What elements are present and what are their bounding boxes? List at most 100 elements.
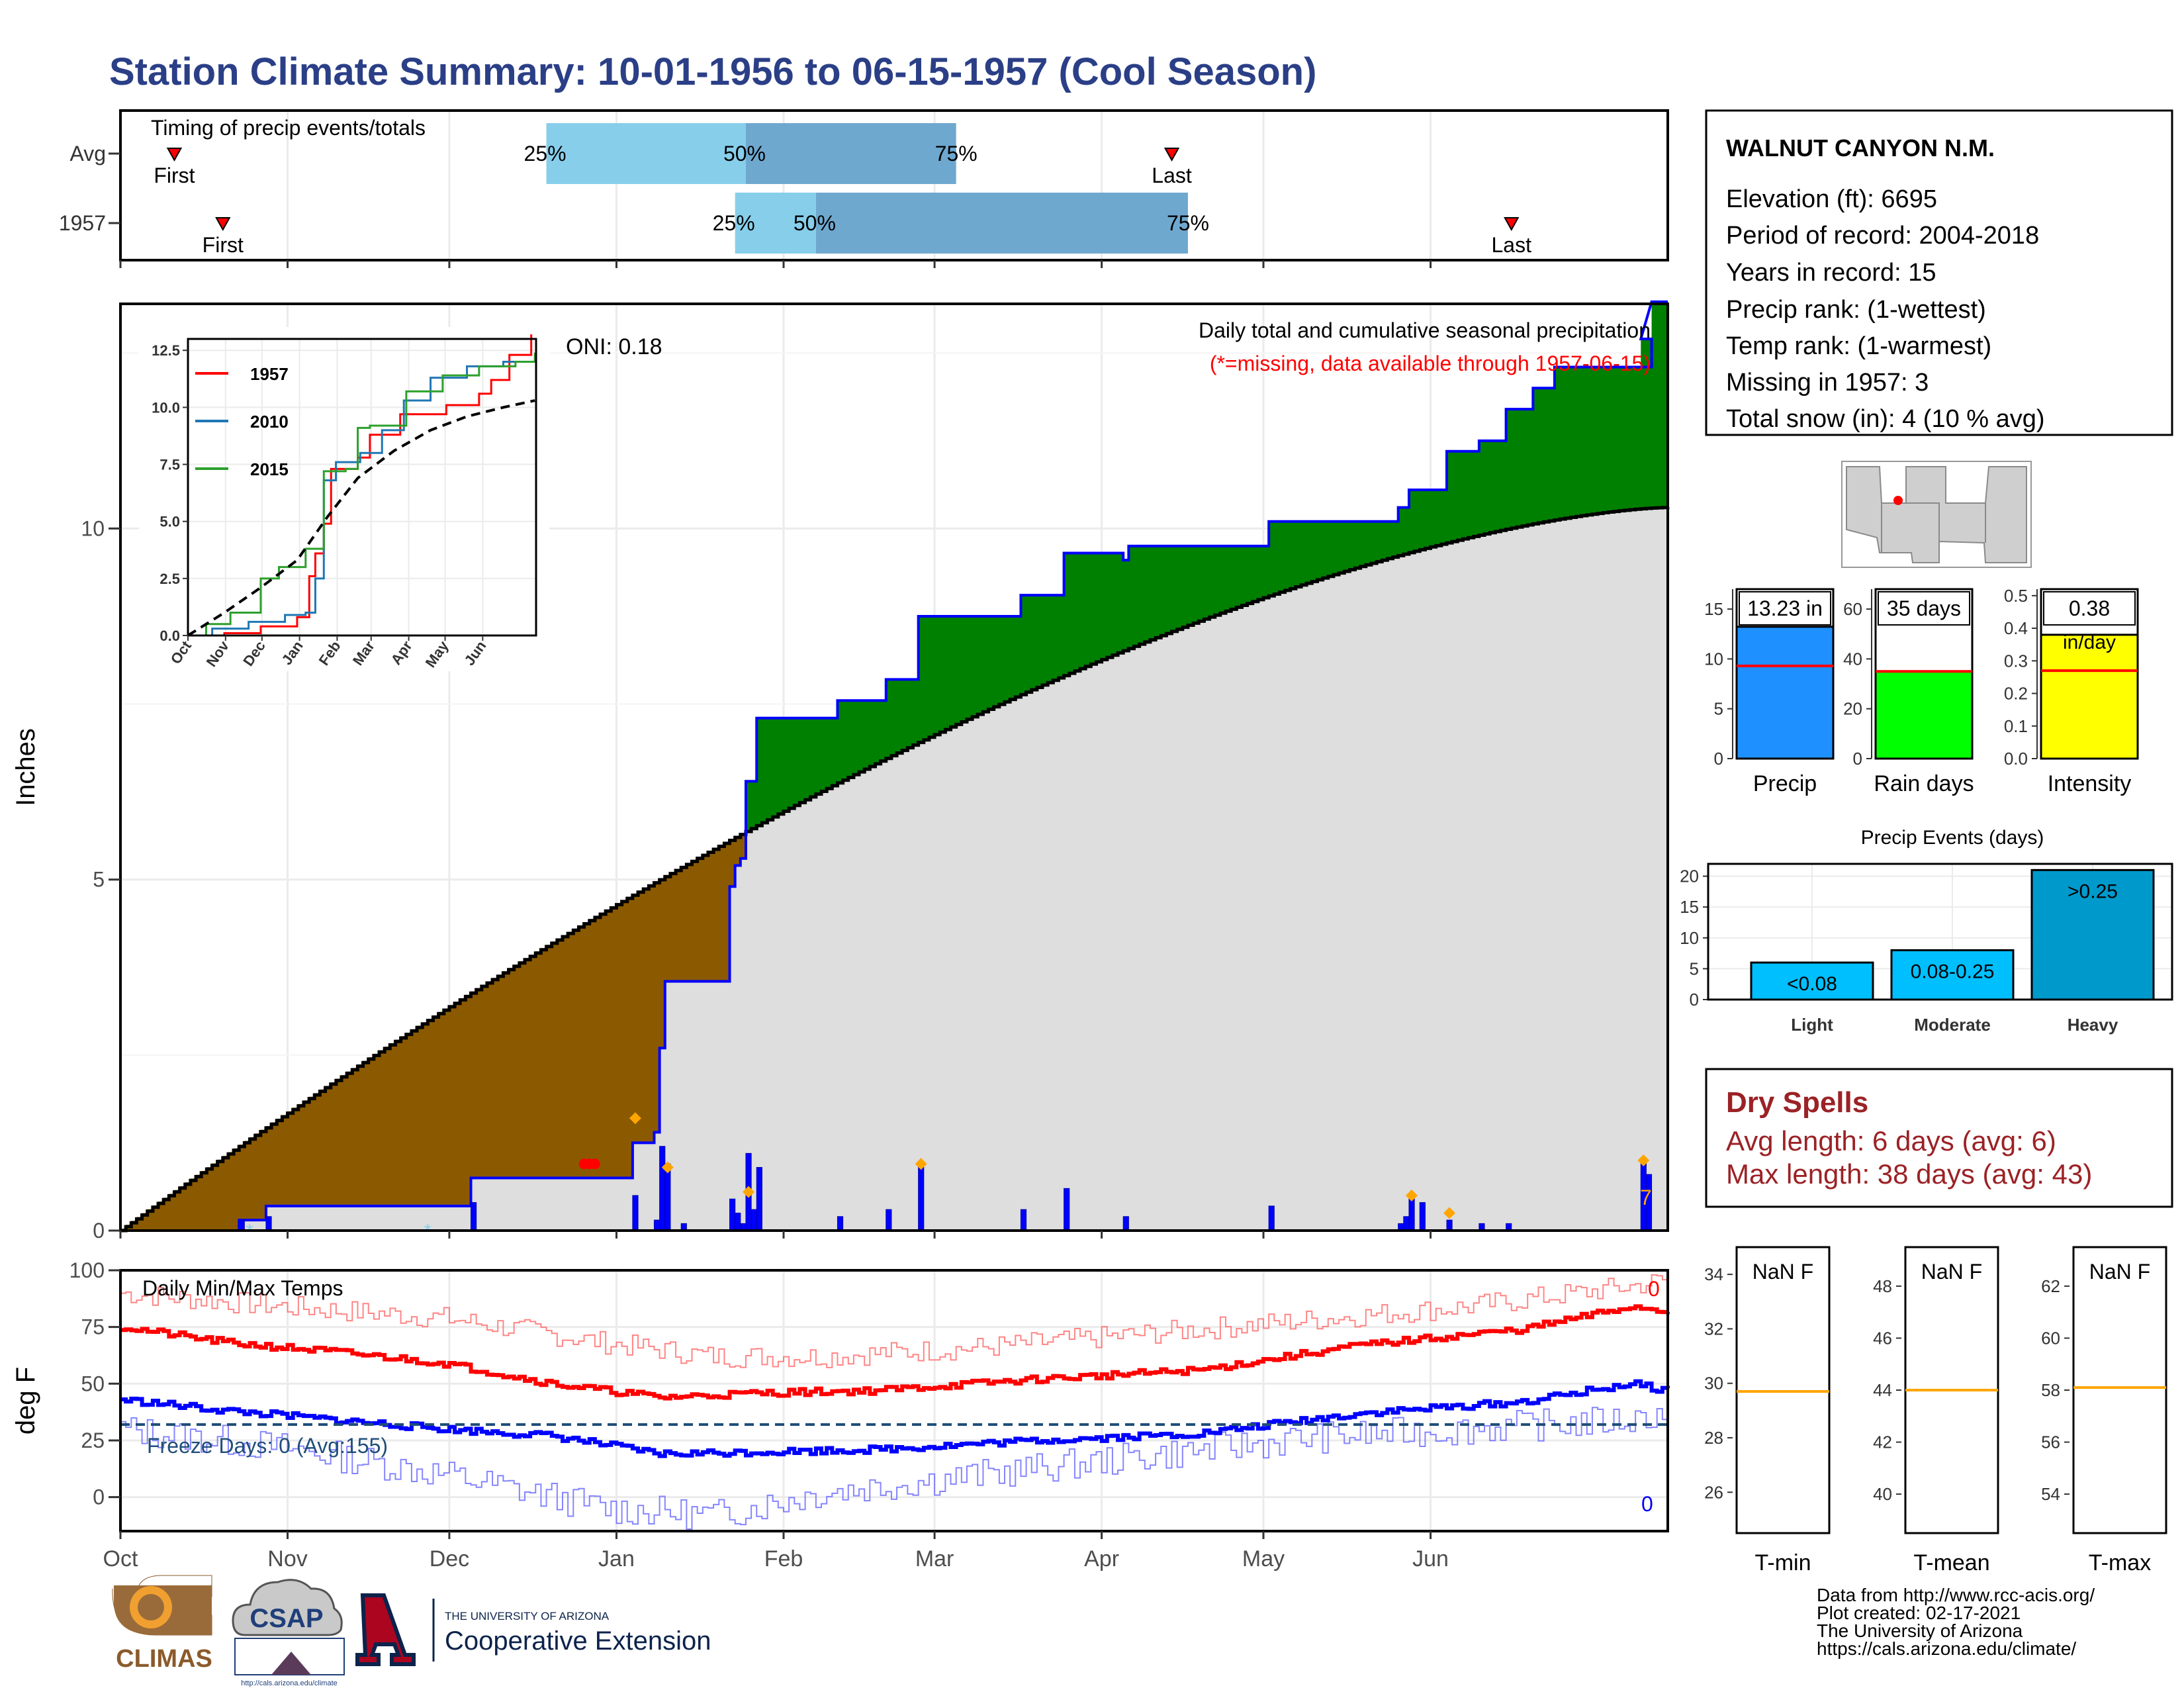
- precip-surplus-fill: [1021, 595, 1027, 694]
- precip-surplus-fill: [1511, 409, 1518, 528]
- precip-deficit-fill: [212, 1163, 218, 1231]
- station-name: WALNUT CANYON N.M.: [1726, 134, 1995, 162]
- inset-y-tick-label: 7.5: [159, 457, 180, 473]
- precip-deficit-fill: [724, 841, 731, 982]
- inset-line-2015: [188, 352, 536, 637]
- station-years: Years in record: 15: [1726, 259, 1936, 287]
- mini-y-tick-label: 0.3: [2004, 651, 2028, 671]
- timing-label-first: First: [154, 164, 195, 187]
- precip-deficit-fill: [363, 1060, 369, 1206]
- precip-surplus-fill: [815, 718, 822, 793]
- snow-marker: [629, 1112, 641, 1125]
- events-bar-label-moderate: 0.08-0.25: [1911, 961, 1995, 982]
- timing-panel: Timing of precip events/totals 25% 50% 75%…: [59, 109, 1669, 268]
- mini-y-tick-label: 5: [1714, 699, 1723, 719]
- precip-deficit-fill: [131, 1221, 138, 1231]
- precip-surplus-fill: [988, 616, 995, 708]
- precip-surplus-fill: [1349, 521, 1356, 569]
- university-logo: THE UNIVERSITY OF ARIZONA Cooperative Ex…: [355, 1593, 711, 1666]
- precip-deficit-fill: [260, 1129, 267, 1221]
- precip-deficit-fill: [476, 988, 482, 1178]
- precip-surplus-fill: [1214, 545, 1221, 614]
- precip-deficit-fill: [341, 1075, 347, 1206]
- precip-surplus-fill: [1646, 339, 1653, 508]
- precip-surplus-fill: [767, 718, 774, 819]
- precip-surplus-fill: [1058, 595, 1065, 677]
- university-logo-bottom: Cooperative Extension: [445, 1626, 711, 1656]
- precip-surplus-fill: [1603, 367, 1609, 513]
- precip-deficit-fill: [719, 845, 725, 982]
- precip-surplus-fill: [1231, 545, 1237, 608]
- min-count-label: 0: [1641, 1492, 1653, 1516]
- precip-surplus-fill: [902, 679, 908, 749]
- precip-surplus-fill: [1570, 367, 1577, 517]
- timing-label-50: 50%: [794, 211, 836, 235]
- mini-value-box-precip_total: [1739, 591, 1831, 626]
- precip-surplus-fill: [1036, 595, 1043, 686]
- precip-deficit-fill: [676, 868, 682, 982]
- precip-surplus-fill: [1479, 440, 1485, 535]
- precip-surplus-fill: [1242, 545, 1248, 605]
- month-label-nov: Nov: [267, 1546, 307, 1571]
- temp-box-y-tick-label: 30: [1704, 1374, 1723, 1393]
- temp-box-value-t_mean: NaN F: [1921, 1260, 1982, 1284]
- avg-max-temp-line: [120, 1304, 1670, 1401]
- precip-surplus-fill: [1586, 367, 1593, 515]
- station-period: Period of record: 2004-2018: [1726, 222, 2039, 250]
- precip-surplus-fill: [1080, 553, 1086, 668]
- precip-surplus-fill: [1333, 521, 1340, 574]
- precip-deficit-fill: [563, 935, 569, 1178]
- precip-deficit-fill: [330, 1082, 337, 1206]
- precip-surplus-fill: [1236, 545, 1243, 606]
- mini-value-box-rain_days: [1878, 591, 1970, 626]
- inset-y-tick-label: 5.0: [159, 514, 180, 530]
- precip-deficit-fill: [611, 906, 617, 1178]
- mini-value-precip_total: 13.23 in: [1747, 596, 1823, 620]
- mini-xlabel-intensity: Intensity: [2048, 771, 2132, 796]
- precip-surplus-fill: [848, 700, 854, 776]
- climas-logo-text: CLIMAS: [116, 1645, 212, 1673]
- precip-deficit-fill: [524, 958, 531, 1178]
- precip-deficit-fill: [174, 1190, 181, 1231]
- climas-logo: CLIMAS: [112, 1575, 212, 1673]
- precip-deficit-fill: [142, 1213, 148, 1231]
- precip-surplus-fill: [886, 679, 892, 757]
- precip-y-tick-label: 0: [93, 1219, 105, 1243]
- events-y-tick-label: 10: [1680, 928, 1699, 948]
- precip-deficit-fill: [411, 1029, 418, 1206]
- precip-surplus-fill: [1500, 440, 1507, 530]
- precip-surplus-fill: [1150, 545, 1156, 639]
- precip-surplus-fill: [859, 700, 865, 771]
- station-snow: Total snow (in): 4 (10 % avg): [1726, 405, 2045, 433]
- precip-deficit-fill: [395, 1039, 402, 1206]
- precip-surplus-fill: [1144, 545, 1151, 641]
- precip-surplus-fill: [1015, 616, 1022, 696]
- precip-surplus-fill: [1355, 521, 1361, 567]
- precip-surplus-fill: [864, 700, 870, 768]
- precip-surplus-fill: [918, 616, 925, 741]
- precip-surplus-fill: [827, 718, 833, 788]
- precip-deficit-fill: [594, 915, 601, 1178]
- precip-surplus-fill: [1457, 451, 1464, 540]
- precip-surplus-fill: [940, 616, 946, 731]
- precip-surplus-fill: [1005, 616, 1011, 701]
- precip-surplus-fill: [1592, 367, 1598, 514]
- mini-y-tick-label: 0: [1853, 749, 1862, 769]
- precip-surplus-fill: [1484, 440, 1490, 534]
- precip-deficit-fill: [347, 1071, 353, 1206]
- mini-y-tick-label: 60: [1843, 599, 1862, 619]
- precip-deficit-fill: [508, 968, 515, 1178]
- mini-bar-rain_days: [1874, 670, 1974, 760]
- precip-surplus-fill: [1495, 440, 1502, 532]
- precip-surplus-fill: [1096, 553, 1103, 661]
- timing-marker-last: [1163, 148, 1180, 162]
- precip-surplus-fill: [1408, 490, 1415, 552]
- temp-box-xlabel-t_max: T-max: [2089, 1550, 2151, 1575]
- season-summary-bars: 0 5 10 15 13.23 in Precip 0 20 40 60 35 days Rain d…: [1704, 586, 2139, 796]
- temp-box-y-tick-label: 26: [1704, 1482, 1723, 1502]
- precip-deficit-fill: [152, 1205, 159, 1231]
- precip-deficit-fill: [649, 884, 655, 1143]
- precip-deficit-fill: [659, 878, 666, 1049]
- locator-map: [1841, 461, 2032, 568]
- precip-surplus-fill: [1042, 595, 1048, 684]
